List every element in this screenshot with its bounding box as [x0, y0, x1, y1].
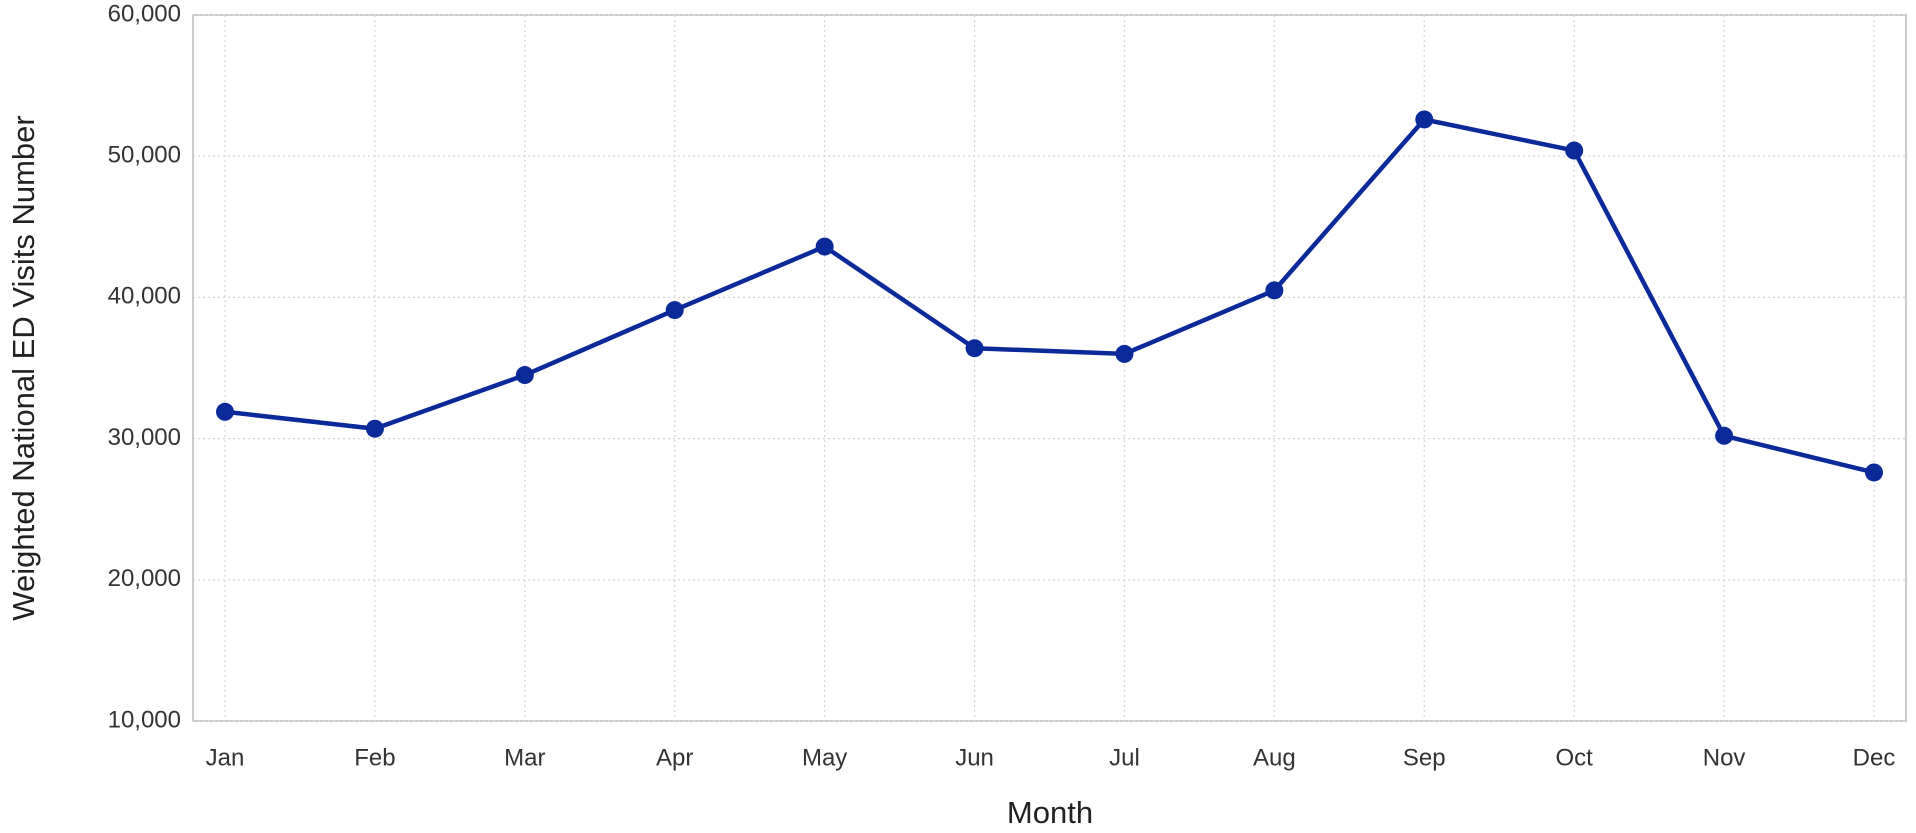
- plot-frame: [192, 14, 1907, 722]
- x-tick-label: Jan: [206, 744, 245, 771]
- y-tick-label: 10,000: [108, 706, 181, 733]
- data-point: [365, 419, 384, 438]
- y-tick-label: 40,000: [108, 283, 181, 310]
- y-tick-label: 50,000: [108, 142, 181, 169]
- data-point: [515, 366, 534, 385]
- x-tick-label: Jul: [1109, 744, 1140, 771]
- data-point: [1865, 463, 1883, 482]
- x-tick-label: Jun: [955, 744, 994, 771]
- x-tick-label: Oct: [1556, 744, 1594, 771]
- x-tick-label: Aug: [1253, 744, 1296, 771]
- x-tick-label: Nov: [1703, 744, 1746, 771]
- data-point: [1715, 426, 1734, 445]
- x-tick-label: Feb: [354, 744, 395, 771]
- y-tick-label: 60,000: [108, 0, 181, 27]
- data-point: [815, 237, 834, 256]
- data-point: [1415, 110, 1434, 129]
- data-point: [1265, 281, 1284, 300]
- y-tick-label: 20,000: [108, 565, 181, 592]
- x-tick-label: Sep: [1403, 744, 1446, 771]
- x-tick-label: Dec: [1853, 744, 1896, 771]
- x-tick-label: Mar: [504, 744, 545, 771]
- data-point: [965, 339, 984, 358]
- x-axis-title: Month: [1007, 795, 1093, 830]
- y-axis-title: Weighted National ED Visits Number: [6, 115, 41, 620]
- x-tick-label: Apr: [656, 744, 693, 771]
- data-point: [1565, 141, 1584, 160]
- y-tick-label: 30,000: [108, 424, 181, 451]
- x-tick-label: May: [802, 744, 847, 771]
- data-line: [224, 117, 1875, 475]
- data-point: [665, 301, 684, 320]
- data-point: [216, 402, 234, 421]
- data-point: [1115, 344, 1134, 363]
